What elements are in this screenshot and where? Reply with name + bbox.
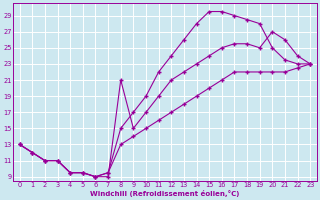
- X-axis label: Windchill (Refroidissement éolien,°C): Windchill (Refroidissement éolien,°C): [90, 190, 240, 197]
